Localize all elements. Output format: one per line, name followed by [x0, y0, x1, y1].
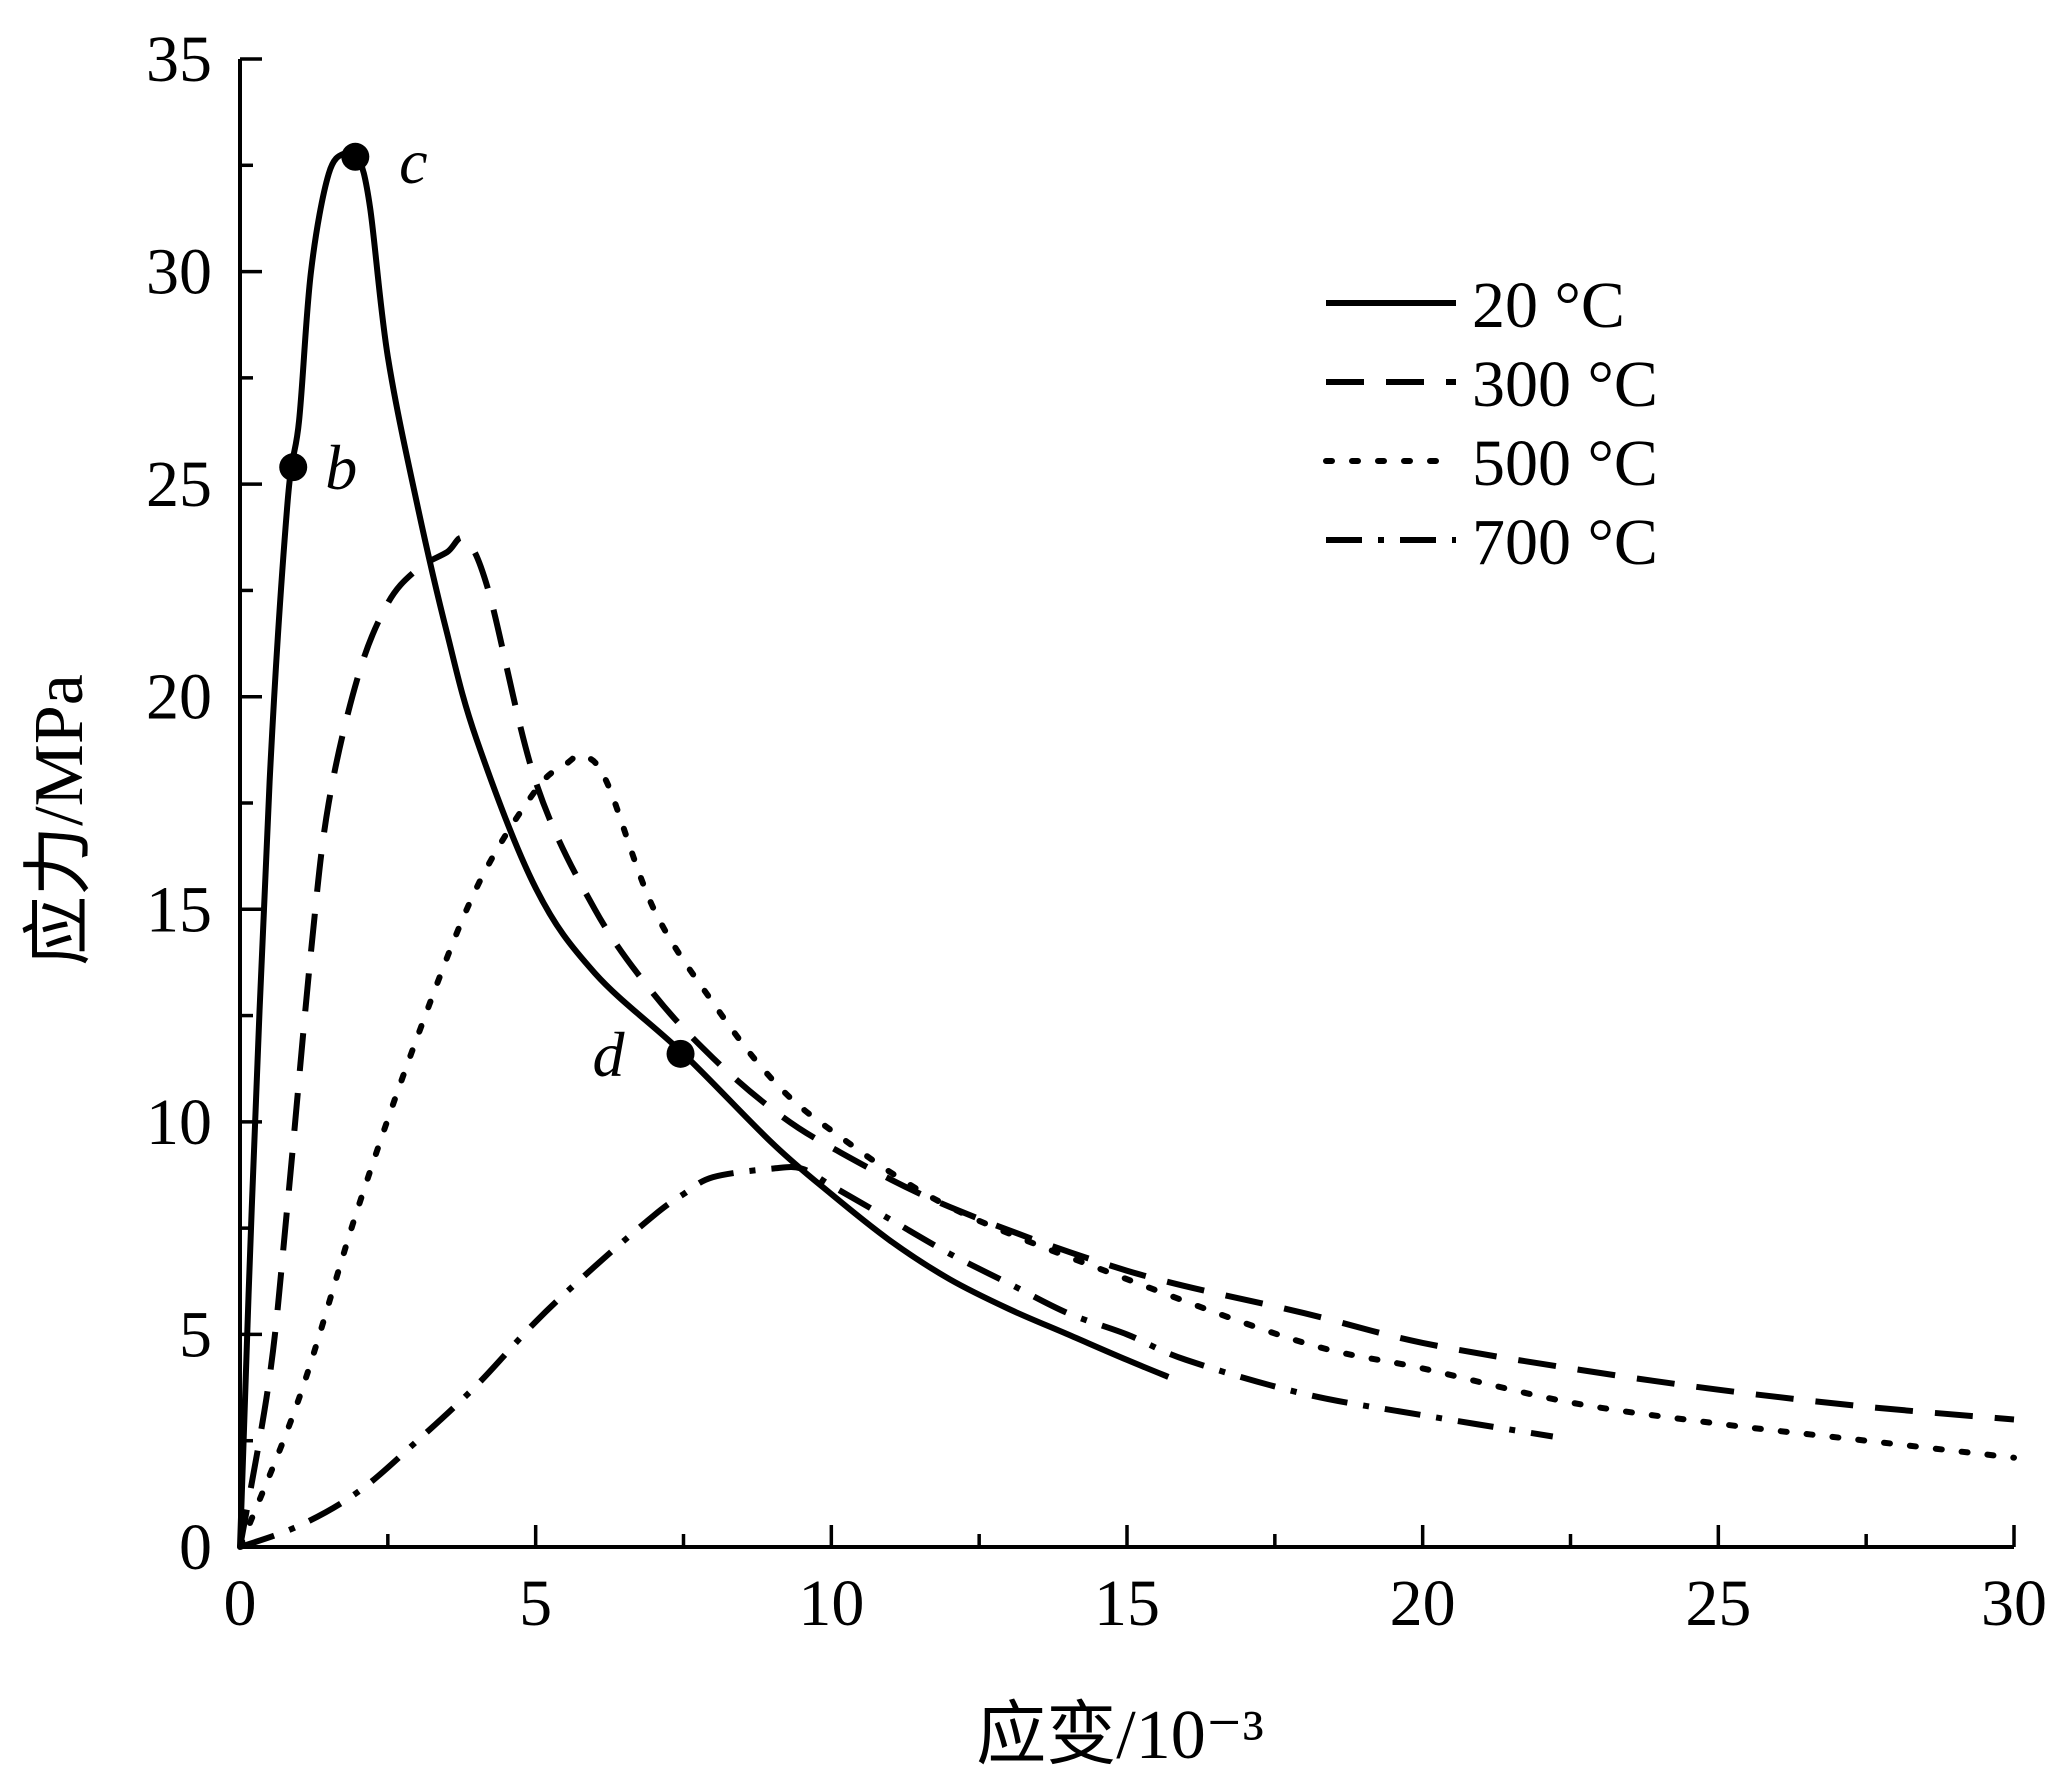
point-label-b: b: [325, 432, 357, 503]
y-tick-label: 30: [146, 236, 212, 309]
y-tick-label: 10: [146, 1086, 212, 1159]
y-tick-label: 15: [146, 873, 212, 946]
y-tick-label: 5: [179, 1298, 212, 1371]
series-line-4: [239, 1164, 1554, 1550]
point-marker-d: [666, 1039, 695, 1068]
y-tick-label: 20: [146, 661, 212, 734]
point-label-d: d: [593, 1019, 626, 1090]
series-layer: [237, 147, 2017, 1550]
point-marker-b: [279, 453, 308, 482]
point-label-c: c: [399, 126, 427, 197]
x-tick-label: 20: [1390, 1567, 1456, 1640]
y-axis-label: 应力/MPa: [21, 674, 98, 966]
x-axis-label: 应变/10⁻³: [976, 1697, 1263, 1774]
legend-label-3: 500 °C: [1472, 427, 1658, 500]
y-tick-label: 25: [146, 448, 212, 521]
x-tick-label: 5: [519, 1567, 552, 1640]
annotation-points: b c d: [279, 126, 695, 1090]
x-tick-label: 0: [224, 1567, 257, 1640]
x-tick-label: 15: [1094, 1567, 1160, 1640]
axes: [238, 59, 2014, 1549]
x-tick-label: 30: [1981, 1567, 2047, 1640]
y-tick-label: 0: [179, 1511, 212, 1584]
x-tick-label: 10: [798, 1567, 864, 1640]
series-line-2: [237, 534, 2015, 1548]
x-tick-label: 25: [1685, 1567, 1751, 1640]
series-line-1: [237, 147, 1170, 1548]
legend-label-1: 20 °C: [1472, 269, 1625, 342]
legend-label-4: 700 °C: [1472, 506, 1658, 579]
series-line-3: [237, 752, 2017, 1550]
legend-label-2: 300 °C: [1472, 348, 1658, 421]
y-tick-label: 35: [146, 23, 212, 96]
ticks: 0 5 10 15 20 25 30 0 5 10 15 20 25 30 35: [146, 23, 2047, 1640]
point-marker-c: [341, 142, 370, 171]
